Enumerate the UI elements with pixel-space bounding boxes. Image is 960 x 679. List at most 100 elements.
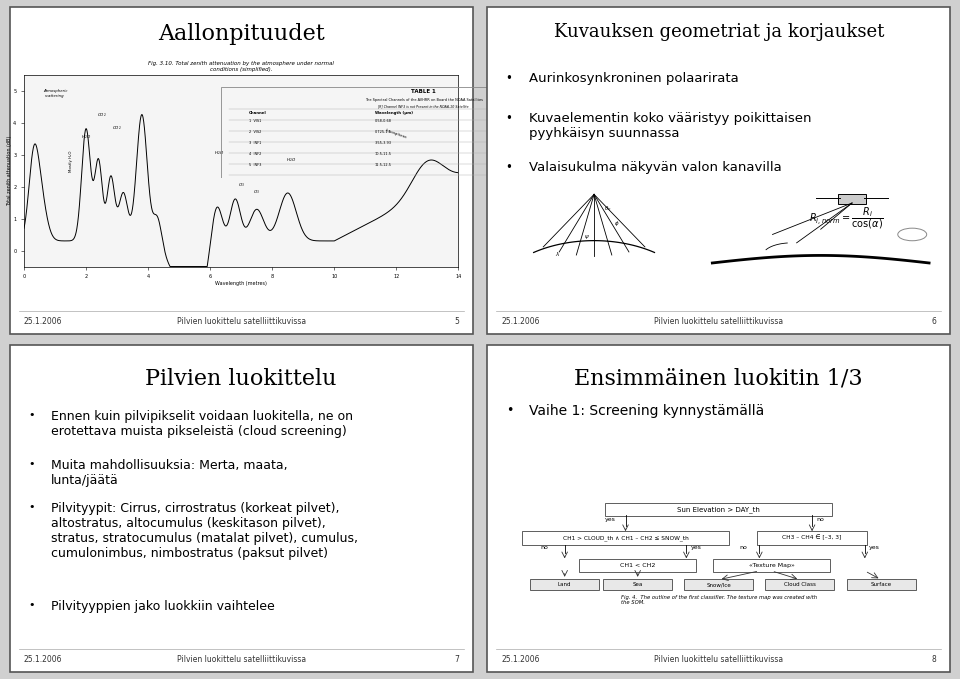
- Text: CH1 < CH2: CH1 < CH2: [620, 563, 656, 568]
- Text: Pilvien luokittelu satelliittikuvissa: Pilvien luokittelu satelliittikuvissa: [177, 317, 306, 326]
- Text: •: •: [506, 403, 513, 416]
- Text: $\lambda$: $\lambda$: [555, 250, 560, 258]
- FancyBboxPatch shape: [837, 194, 867, 204]
- Text: yes: yes: [605, 517, 616, 522]
- Text: TABLE 1: TABLE 1: [411, 89, 436, 94]
- X-axis label: Wavelength (metres): Wavelength (metres): [215, 280, 267, 286]
- Text: 11.5-12.5: 11.5-12.5: [375, 163, 392, 166]
- Text: 25.1.2006: 25.1.2006: [501, 317, 540, 326]
- FancyBboxPatch shape: [530, 579, 599, 590]
- Title: Fig. 3.10. Total zenith attenuation by the atmosphere under normal
conditions (s: Fig. 3.10. Total zenith attenuation by t…: [148, 60, 334, 71]
- Text: 25.1.2006: 25.1.2006: [23, 655, 62, 664]
- Text: CH3 – CH4 ∈ [–3, 3]: CH3 – CH4 ∈ [–3, 3]: [782, 536, 842, 540]
- Text: Sun Elevation > DAY_th: Sun Elevation > DAY_th: [678, 506, 760, 513]
- FancyBboxPatch shape: [712, 559, 830, 572]
- Text: Ennen kuin pilvipikselit voidaan luokitella, ne on
erotettava muista pikseleistä: Ennen kuin pilvipikselit voidaan luokite…: [51, 410, 353, 438]
- Text: Visible and Near-infrared: Visible and Near-infrared: [505, 130, 548, 134]
- Text: •: •: [506, 111, 513, 125]
- Text: $H_2O$: $H_2O$: [81, 134, 91, 141]
- Text: Cloud Class: Cloud Class: [784, 583, 816, 587]
- Text: Channel: Channel: [250, 111, 267, 115]
- Text: $O_3$: $O_3$: [238, 181, 245, 189]
- Text: Pilvien luokittelu satelliittikuvissa: Pilvien luokittelu satelliittikuvissa: [654, 655, 783, 664]
- Text: 25.1.2006: 25.1.2006: [23, 317, 62, 326]
- Text: •: •: [28, 600, 35, 610]
- FancyBboxPatch shape: [579, 559, 697, 572]
- Text: •: •: [28, 459, 35, 469]
- Text: [R] Channel INF3 is not Present in the NOAA-10 Satellite: [R] Channel INF3 is not Present in the N…: [378, 104, 468, 108]
- Text: $H_2O$: $H_2O$: [286, 156, 296, 164]
- Text: Pilvien luokittelu satelliittikuvissa: Pilvien luokittelu satelliittikuvissa: [177, 655, 306, 664]
- Text: 25.1.2006: 25.1.2006: [501, 655, 540, 664]
- FancyBboxPatch shape: [847, 579, 916, 590]
- Text: Description: Description: [505, 111, 530, 115]
- FancyBboxPatch shape: [684, 579, 754, 590]
- Text: 6: 6: [931, 317, 937, 326]
- Text: •: •: [506, 161, 513, 174]
- Text: 8: 8: [932, 655, 937, 664]
- Text: Pilvityypit: Cirrus, cirrostratus (korkeat pilvet),
altostratus, altocumulus (ke: Pilvityypit: Cirrus, cirrostratus (korke…: [51, 502, 358, 560]
- Text: Ensimmäinen luokitin 1/3: Ensimmäinen luokitin 1/3: [574, 367, 863, 390]
- Text: Muita mahdollisuuksia: Merta, maata,
lunta/jäätä: Muita mahdollisuuksia: Merta, maata, lun…: [51, 459, 288, 488]
- Text: Near-infrared: Near-infrared: [505, 141, 528, 145]
- Text: 2  VIS2: 2 VIS2: [250, 130, 261, 134]
- Y-axis label: Total zenith attenuation (dB): Total zenith attenuation (dB): [7, 136, 12, 206]
- Text: $R_{i,norm} = \dfrac{R_i}{\cos(\alpha)}$: $R_{i,norm} = \dfrac{R_i}{\cos(\alpha)}$: [808, 205, 883, 231]
- Text: no: no: [540, 545, 548, 550]
- Text: $\theta_n$: $\theta_n$: [604, 204, 612, 213]
- Text: 1  VIS1: 1 VIS1: [250, 119, 261, 123]
- Text: $CO_2$: $CO_2$: [97, 111, 107, 119]
- Text: 0.58-0.68: 0.58-0.68: [375, 119, 392, 123]
- Text: Kuvaelementin koko vääristyy poikittaisen
pyyhkäisyn suunnassa: Kuvaelementin koko vääristyy poikittaise…: [529, 111, 811, 140]
- Text: Mostly H₂O: Mostly H₂O: [68, 150, 73, 172]
- Text: Aurinkosynkroninen polaarirata: Aurinkosynkroninen polaarirata: [529, 72, 738, 86]
- Text: Pilvien luokittelu: Pilvien luokittelu: [146, 367, 337, 390]
- Text: $CO_2$: $CO_2$: [112, 124, 122, 132]
- Text: Infrared: Infrared: [505, 163, 518, 166]
- Text: 4  INF2: 4 INF2: [250, 151, 261, 155]
- Text: 5: 5: [454, 317, 459, 326]
- Text: 0.725-1.1: 0.725-1.1: [375, 130, 392, 134]
- Text: CH1 > CLOUD_th ∧ CH1 – CH2 ≤ SNOW_th: CH1 > CLOUD_th ∧ CH1 – CH2 ≤ SNOW_th: [563, 535, 688, 541]
- Text: Infrared: Infrared: [505, 151, 518, 155]
- Text: 7: 7: [454, 655, 459, 664]
- Text: «Texture Map»: «Texture Map»: [749, 563, 795, 568]
- Text: $H_2O$: $H_2O$: [214, 149, 225, 158]
- Text: •: •: [28, 502, 35, 512]
- FancyBboxPatch shape: [603, 579, 672, 590]
- Text: 3.55-3.93: 3.55-3.93: [375, 141, 392, 145]
- Text: $O_3$: $O_3$: [253, 188, 260, 196]
- Text: Ionosphere: Ionosphere: [385, 128, 408, 140]
- FancyBboxPatch shape: [10, 345, 472, 672]
- FancyBboxPatch shape: [757, 531, 867, 545]
- Text: Land: Land: [558, 583, 571, 587]
- Text: •: •: [28, 410, 35, 420]
- Text: Pilvityyppien jako luokkiin vaihtelee: Pilvityyppien jako luokkiin vaihtelee: [51, 600, 275, 613]
- Text: Aallonpituudet: Aallonpituudet: [157, 23, 324, 45]
- Text: no: no: [739, 545, 747, 550]
- Text: Surface: Surface: [871, 583, 892, 587]
- FancyBboxPatch shape: [522, 531, 729, 545]
- Text: $\phi$: $\phi$: [613, 219, 619, 228]
- Text: Atmospheric
scattering: Atmospheric scattering: [43, 90, 67, 98]
- FancyBboxPatch shape: [605, 503, 832, 515]
- Text: Fig. 4.  The outline of the first classifier. The texture map was created with
t: Fig. 4. The outline of the first classif…: [621, 595, 817, 606]
- Text: 5  INF3: 5 INF3: [250, 163, 261, 166]
- Text: Visible: Visible: [505, 119, 516, 123]
- FancyBboxPatch shape: [487, 7, 950, 335]
- Text: 3  INF1: 3 INF1: [250, 141, 261, 145]
- FancyBboxPatch shape: [765, 579, 834, 590]
- Text: Pilvien luokittelu satelliittikuvissa: Pilvien luokittelu satelliittikuvissa: [654, 317, 783, 326]
- Text: Wavelength (μm): Wavelength (μm): [375, 111, 413, 115]
- Text: yes: yes: [869, 545, 879, 550]
- Text: $\psi$: $\psi$: [585, 232, 590, 240]
- Text: Vaihe 1: Screening kynnystämällä: Vaihe 1: Screening kynnystämällä: [529, 403, 764, 418]
- Text: 10.5-11.5: 10.5-11.5: [375, 151, 392, 155]
- Text: Valaisukulma näkyvän valon kanavilla: Valaisukulma näkyvän valon kanavilla: [529, 161, 781, 174]
- Text: Kuvauksen geometriat ja korjaukset: Kuvauksen geometriat ja korjaukset: [554, 23, 884, 41]
- Text: Snow/Ice: Snow/Ice: [707, 583, 732, 587]
- Text: Sea: Sea: [633, 583, 643, 587]
- FancyBboxPatch shape: [10, 7, 472, 335]
- FancyBboxPatch shape: [487, 345, 950, 672]
- Text: no: no: [816, 517, 824, 522]
